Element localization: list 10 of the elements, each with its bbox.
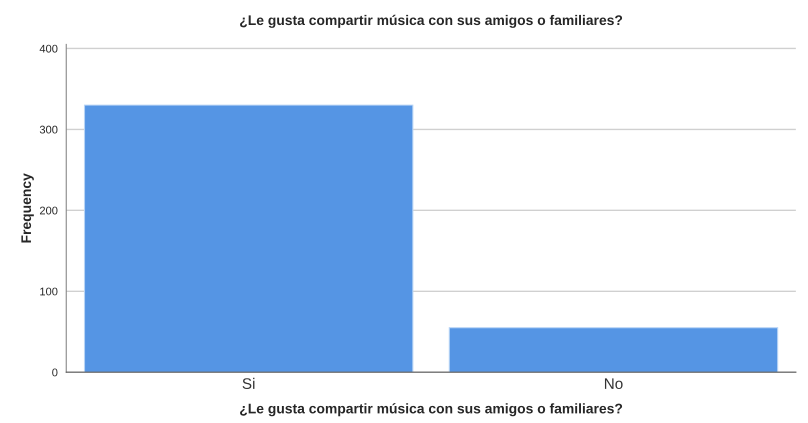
y-tick-label: 300 xyxy=(40,126,58,134)
y-axis-title: Frequency xyxy=(21,173,34,243)
y-tick-label: 100 xyxy=(40,288,58,296)
y-tick-label: 400 xyxy=(40,44,58,53)
y-tick-label: 200 xyxy=(40,206,58,214)
chart-title: ¿Le gusta compartir música con sus amigos o familiares? xyxy=(240,14,622,28)
x-tick-label: Si xyxy=(242,378,254,390)
x-tick-label: No xyxy=(604,378,623,390)
x-axis-title: ¿Le gusta compartir música con sus amigos o familiares? xyxy=(240,403,622,416)
y-tick-label: 0 xyxy=(52,368,58,376)
